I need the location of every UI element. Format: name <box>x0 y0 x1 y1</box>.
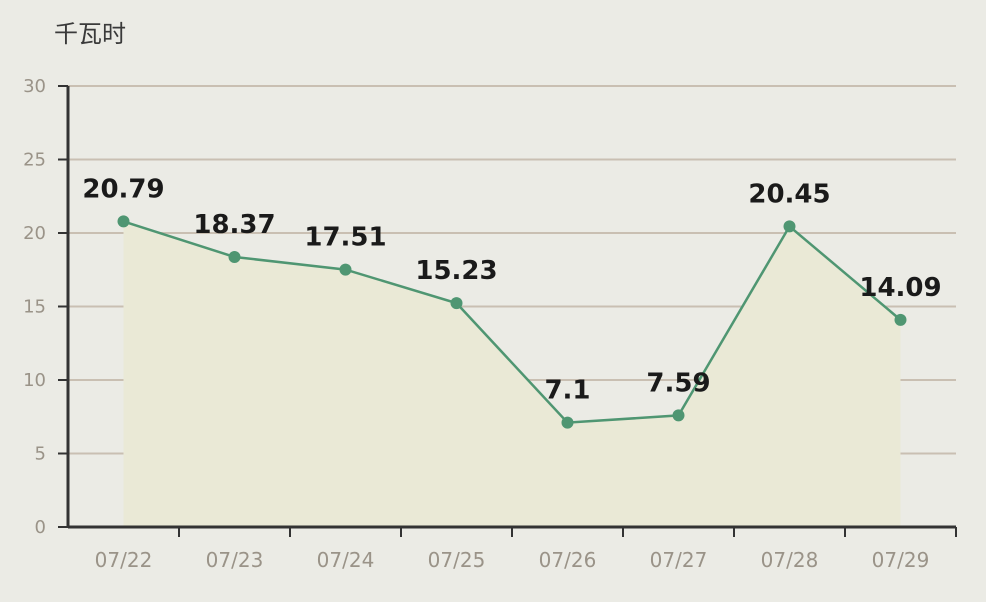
data-point-07/28[interactable] <box>783 220 796 233</box>
data-label: 20.79 <box>82 174 164 204</box>
data-label: 14.09 <box>859 273 941 303</box>
data-point-07/25[interactable] <box>450 297 463 310</box>
x-tick-label: 07/23 <box>206 548 264 572</box>
x-tick-label: 07/27 <box>650 548 708 572</box>
x-tick-label: 07/28 <box>761 548 819 572</box>
x-tick-label: 07/22 <box>95 548 153 572</box>
y-tick-label: 20 <box>23 223 46 244</box>
data-label: 17.51 <box>304 223 386 253</box>
axes <box>58 85 957 537</box>
x-tick-label: 07/24 <box>317 548 375 572</box>
y-tick-label: 15 <box>23 297 46 318</box>
data-point-07/24[interactable] <box>339 263 352 276</box>
x-tick-label: 07/29 <box>872 548 930 572</box>
data-point-07/29[interactable] <box>894 313 907 326</box>
y-tick-label: 25 <box>23 150 46 171</box>
data-label: 7.1 <box>544 376 590 406</box>
data-label: 7.59 <box>646 368 710 398</box>
data-point-07/22[interactable] <box>117 215 130 228</box>
data-point-07/26[interactable] <box>561 416 574 429</box>
data-points <box>117 215 907 429</box>
series-line <box>123 220 902 424</box>
data-point-07/27[interactable] <box>672 409 685 422</box>
x-tick-label: 07/26 <box>539 548 597 572</box>
data-point-07/23[interactable] <box>228 250 241 263</box>
y-tick-label: 10 <box>23 370 46 391</box>
y-unit-label: 千瓦时 <box>54 20 126 48</box>
y-tick-labels: 0 5 10 15 20 25 30 <box>23 76 46 538</box>
y-tick-label: 0 <box>35 517 46 538</box>
data-labels: 20.79 18.37 17.51 15.23 7.1 7.59 20.45 14.09 <box>82 174 941 405</box>
series-polyline <box>123 220 902 424</box>
area-fill <box>123 221 901 527</box>
y-tick-label: 5 <box>35 444 46 465</box>
data-label: 15.23 <box>415 256 497 286</box>
x-tick-labels: 07/22 07/23 07/24 07/25 07/26 07/27 07/28 07/29 <box>95 548 930 572</box>
x-tick-label: 07/25 <box>428 548 486 572</box>
data-label: 18.37 <box>193 210 275 240</box>
y-tick-label: 30 <box>23 76 46 97</box>
area-fill-path <box>123 221 901 527</box>
data-label: 20.45 <box>748 179 830 209</box>
